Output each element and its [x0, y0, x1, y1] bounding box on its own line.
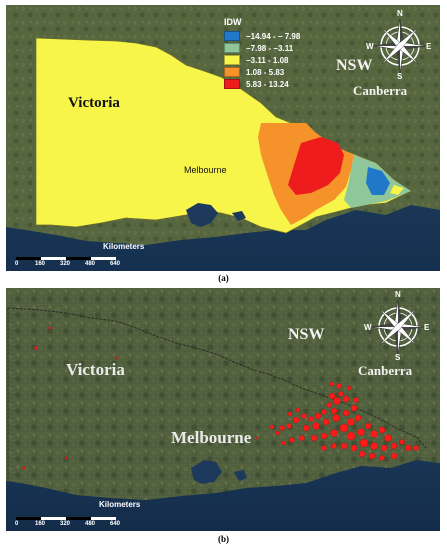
- compass-s: S: [397, 72, 403, 81]
- victoria-label: Victoria: [68, 95, 120, 111]
- compass-rose-icon: N S E W: [366, 9, 432, 81]
- caption-b: (b): [218, 534, 229, 544]
- western-port-bay: [232, 211, 246, 221]
- scale-tick: 0: [15, 261, 19, 267]
- victoria-label: Victoria: [66, 360, 125, 379]
- points-map-canvas: [6, 288, 440, 531]
- caption-a: (a): [218, 273, 229, 283]
- state-border: [7, 307, 427, 481]
- canberra-label: Canberra: [358, 363, 413, 378]
- legend-swatch: [224, 55, 240, 65]
- points-map-panel: Victoria Melbourne NSW Canberra N S E W …: [6, 288, 440, 531]
- port-phillip-bay: [186, 203, 218, 227]
- legend-item: 1.08 - 5.83: [224, 66, 300, 78]
- scale-title: Kilometers: [103, 242, 145, 251]
- legend-label: −7.98 - −3.11: [246, 43, 294, 53]
- legend-swatch: [224, 79, 240, 89]
- legend-label: 5.83 - 13.24: [246, 79, 289, 89]
- melbourne-label: Melbourne: [184, 165, 227, 175]
- compass-rose-icon: N S E W: [364, 290, 430, 362]
- legend-label: −3.11 - 1.08: [246, 55, 289, 65]
- scale-tick: 640: [110, 261, 121, 267]
- legend-item: −14.94 - − 7.98: [224, 30, 300, 42]
- compass-e: E: [424, 323, 430, 332]
- scale-tick: 640: [110, 521, 121, 527]
- scale-title: Kilometers: [99, 500, 141, 509]
- scale-tick: 480: [85, 521, 96, 527]
- legend-title: IDW: [224, 17, 242, 27]
- nsw-label: NSW: [336, 57, 373, 74]
- yellow-patch-east: [390, 185, 404, 195]
- compass-w: W: [364, 323, 372, 332]
- legend-item: −3.11 - 1.08: [224, 54, 300, 66]
- port-phillip-bay: [191, 460, 222, 484]
- scale-tick: 320: [60, 261, 71, 267]
- compass-w: W: [366, 42, 374, 51]
- scale-bar-b: [16, 517, 116, 520]
- compass-e: E: [426, 42, 432, 51]
- red-zone: [288, 137, 344, 195]
- nsw-label: NSW: [288, 326, 325, 343]
- scale-bar-a: [16, 257, 116, 260]
- compass-n: N: [395, 290, 401, 299]
- compass-s: S: [395, 353, 401, 362]
- scale-tick: 480: [85, 261, 96, 267]
- fire-points: [22, 326, 419, 470]
- legend-label: 1.08 - 5.83: [246, 67, 285, 77]
- legend-label: −14.94 - − 7.98: [246, 31, 301, 41]
- blue-zone: [366, 167, 390, 195]
- legend-item: 5.83 - 13.24: [224, 78, 300, 90]
- legend-swatch: [224, 67, 240, 77]
- scale-tick: 160: [35, 261, 46, 267]
- idw-map-panel: Victoria Melbourne NSW Canberra IDW −14.…: [6, 5, 440, 271]
- legend-swatch: [224, 43, 240, 53]
- melbourne-label: Melbourne: [171, 428, 252, 447]
- canberra-label: Canberra: [353, 83, 408, 98]
- scale-tick: 320: [60, 521, 71, 527]
- scale-tick: 0: [15, 521, 19, 527]
- legend-item: −7.98 - −3.11: [224, 42, 300, 54]
- idw-legend: IDW −14.94 - − 7.98 −7.98 - −3.11 −3.11 …: [224, 17, 300, 90]
- compass-n: N: [397, 9, 403, 18]
- legend-swatch: [224, 31, 240, 41]
- idw-map-canvas: [6, 5, 440, 271]
- grid-overlay: [6, 288, 440, 500]
- western-port-bay: [234, 470, 247, 481]
- scale-tick: 160: [35, 521, 46, 527]
